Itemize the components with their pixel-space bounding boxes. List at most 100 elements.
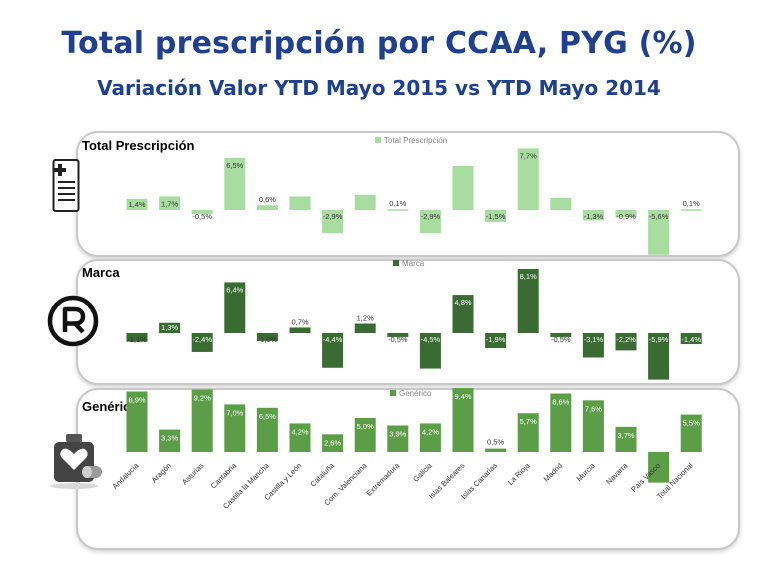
bar-total <box>256 205 278 210</box>
chart-marca: Marca -1,1% 1,3% -2,4% 6,4% -1,0% 0,7% -4,4% 1,2… <box>126 259 702 380</box>
category-label: La Rioja <box>506 460 532 486</box>
legend-swatch-marca <box>393 260 399 266</box>
data-label-total: 1,4% <box>128 200 145 209</box>
data-label-total: 0,1% <box>389 199 406 208</box>
data-label-marca: -0,5% <box>388 335 408 344</box>
bar-total <box>191 210 213 214</box>
data-label-total: 6,5% <box>226 161 243 170</box>
bar-marca <box>485 333 507 349</box>
bar-marca <box>289 327 311 333</box>
data-label-marca: 6,4% <box>226 285 243 294</box>
data-label-generico: -4,5% <box>649 410 669 419</box>
data-label-total: -1,3% <box>584 212 604 221</box>
data-label-marca: -2,4% <box>192 335 212 344</box>
bar-marca <box>419 333 441 369</box>
category-label: Madrid <box>542 461 565 484</box>
bar-generico <box>387 425 409 452</box>
bar-total <box>648 210 670 255</box>
data-label-generico: 3,7% <box>617 431 634 440</box>
bar-total <box>322 210 344 234</box>
bar-marca <box>550 333 572 337</box>
category-label: Aragón <box>150 461 173 484</box>
data-label-generico: 2,6% <box>324 438 341 447</box>
bar-generico <box>289 423 311 452</box>
data-label-marca: -1,0% <box>258 335 278 344</box>
bar-generico <box>615 426 637 452</box>
bar-total <box>485 210 507 222</box>
bar-total <box>419 210 441 234</box>
data-label-generico: 9,4% <box>454 392 471 401</box>
bar-marca <box>452 295 474 333</box>
genericos-panel: Genéricos <box>76 388 740 550</box>
registered-trademark-icon <box>47 295 99 347</box>
category-label: Murcia <box>575 460 598 483</box>
data-label-marca: -1,1% <box>127 335 147 344</box>
legend-label-marca: Marca <box>402 259 425 268</box>
bar-total <box>289 196 311 210</box>
bar-total <box>452 166 474 210</box>
page-title: Total prescripción por CCAA, PYG (%) <box>61 26 697 61</box>
data-label-total: 1,7% <box>161 199 178 208</box>
bar-marca <box>159 322 181 333</box>
bar-generico <box>582 400 604 452</box>
bar-generico <box>126 391 148 452</box>
total-prescription-panel: Total Prescripción <box>76 131 740 257</box>
data-label-generico: 3,9% <box>389 429 406 438</box>
category-label: Andalucía <box>110 460 141 491</box>
data-label-generico: 4,2% <box>291 427 308 436</box>
bar-total <box>387 209 409 211</box>
bar-generico <box>322 434 344 452</box>
data-label-generico: 8,9% <box>128 395 145 404</box>
data-label-marca: -3,1% <box>584 335 604 344</box>
bar-marca <box>517 269 539 333</box>
bar-total <box>550 198 572 210</box>
bar-generico <box>159 429 181 452</box>
data-label-generico: 5,0% <box>357 422 374 431</box>
data-label-marca: 8,1% <box>520 272 537 281</box>
prescription-document-icon <box>52 159 80 212</box>
data-label-generico: 0,5% <box>487 438 504 447</box>
data-label-total: -1,5% <box>486 212 506 221</box>
data-label-marca: -1,4% <box>681 335 701 344</box>
data-label-total: 7,7% <box>520 151 537 160</box>
bar-generico <box>680 414 702 452</box>
bar-marca <box>191 333 213 352</box>
bar-total <box>159 196 181 210</box>
bar-total <box>224 158 246 210</box>
data-label-total: -0,5% <box>192 212 212 221</box>
data-label-total: -2,9% <box>323 212 343 221</box>
marca-panel: Marca <box>76 259 740 385</box>
bar-marca <box>387 333 409 337</box>
data-label-marca: 0,7% <box>291 317 308 326</box>
data-label-generico: 9,2% <box>194 393 211 402</box>
bar-generico <box>224 404 246 452</box>
data-label-marca: 1,3% <box>161 323 178 332</box>
bar-marca <box>256 333 278 341</box>
category-label: Galicia <box>411 460 434 483</box>
data-label-total: 0,6% <box>259 195 276 204</box>
bar-generico <box>648 452 670 483</box>
bar-marca <box>615 333 637 351</box>
legend-swatch-total <box>375 137 381 143</box>
chart-total: Total Prescripción 1,4% 1,7% -0,5% 6,5% 0,6% -… <box>126 136 702 255</box>
bar-total <box>680 209 702 211</box>
data-label-marca: 1,2% <box>357 314 374 323</box>
data-label-generico: 3,3% <box>161 434 178 443</box>
category-label: Navarra <box>604 460 630 486</box>
category-label: Cantabria <box>209 460 239 490</box>
bar-generico <box>452 388 474 452</box>
bar-marca <box>354 323 376 333</box>
data-label-generico: 4,2% <box>422 427 439 436</box>
bar-total <box>615 210 637 218</box>
data-label-generico: 5,5% <box>683 419 700 428</box>
bar-generico <box>191 389 213 452</box>
bar-generico <box>485 448 507 452</box>
bar-generico <box>256 407 278 452</box>
data-label-total: 0,1% <box>683 199 700 208</box>
data-label-marca: -1,9% <box>486 335 506 344</box>
marca-panel-title: Marca <box>82 265 120 280</box>
category-label: Cataluña <box>308 460 336 488</box>
legend-label-total: Total Prescripción <box>384 136 447 145</box>
bar-marca <box>680 333 702 345</box>
